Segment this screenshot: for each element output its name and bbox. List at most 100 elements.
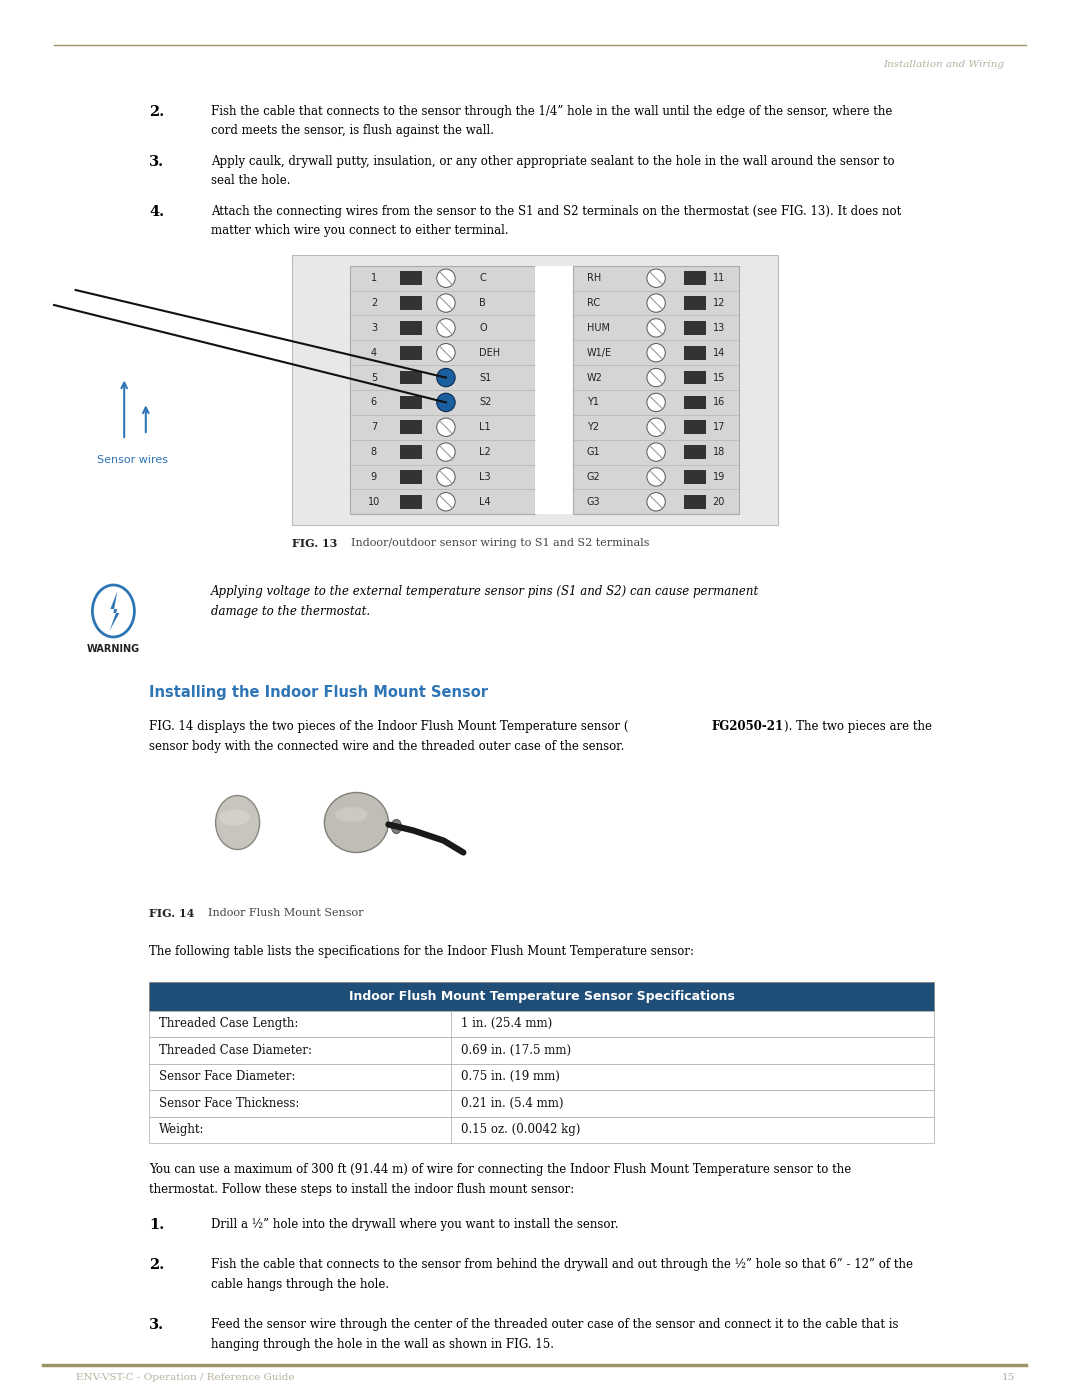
Text: thermostat. Follow these steps to install the indoor flush mount sensor:: thermostat. Follow these steps to instal… [149, 1183, 575, 1196]
Circle shape [647, 369, 665, 387]
Text: 3.: 3. [149, 1317, 164, 1331]
Bar [573, 265, 739, 514]
Text: Y2: Y2 [586, 422, 598, 432]
Circle shape [647, 418, 665, 436]
Bar [400, 321, 422, 335]
Text: 5: 5 [370, 373, 377, 383]
Text: RC: RC [586, 298, 599, 309]
Circle shape [647, 270, 665, 288]
Text: Threaded Case Length:: Threaded Case Length: [159, 1017, 298, 1030]
Text: matter which wire you connect to either terminal.: matter which wire you connect to either … [211, 224, 509, 237]
Circle shape [436, 493, 455, 511]
Ellipse shape [216, 795, 259, 849]
Text: O: O [480, 323, 487, 332]
Text: 15: 15 [713, 373, 725, 383]
Text: 3.: 3. [149, 155, 164, 169]
Text: ). The two pieces are the: ). The two pieces are the [784, 719, 932, 733]
Text: HUM: HUM [586, 323, 610, 332]
Text: 2.: 2. [149, 1259, 164, 1273]
Ellipse shape [336, 807, 367, 821]
Circle shape [647, 319, 665, 337]
Text: 0.15 oz. (0.0042 kg): 0.15 oz. (0.0042 kg) [461, 1123, 581, 1136]
Bar [685, 346, 706, 359]
Bar [535, 265, 573, 514]
Text: 0.75 in. (19 mm): 0.75 in. (19 mm) [461, 1070, 561, 1083]
Text: L1: L1 [480, 422, 490, 432]
Bar [685, 271, 706, 285]
Text: 8: 8 [370, 447, 377, 457]
Bar [685, 471, 706, 483]
Text: 20: 20 [713, 497, 725, 507]
Text: L3: L3 [480, 472, 490, 482]
Text: 6: 6 [370, 397, 377, 408]
Text: 14: 14 [713, 348, 725, 358]
Text: 18: 18 [713, 447, 725, 457]
Text: ENV-VST-C - Operation / Reference Guide: ENV-VST-C - Operation / Reference Guide [76, 1372, 294, 1382]
Circle shape [436, 443, 455, 461]
Bar [292, 256, 778, 525]
Circle shape [647, 393, 665, 412]
Text: seal the hole.: seal the hole. [211, 175, 291, 187]
Circle shape [436, 468, 455, 486]
Bar [400, 471, 422, 483]
Text: Fish the cable that connects to the sensor from behind the drywall and out throu: Fish the cable that connects to the sens… [211, 1259, 913, 1271]
Text: damage to the thermostat.: damage to the thermostat. [211, 605, 369, 617]
Text: S2: S2 [480, 397, 491, 408]
Bar [400, 296, 422, 310]
Text: Indoor Flush Mount Sensor: Indoor Flush Mount Sensor [201, 908, 364, 918]
Circle shape [436, 293, 455, 313]
Text: Indoor/outdoor sensor wiring to S1 and S2 terminals: Indoor/outdoor sensor wiring to S1 and S… [343, 538, 649, 548]
Bar [685, 370, 706, 384]
Bar [400, 370, 422, 384]
Text: S1: S1 [480, 373, 491, 383]
Text: 1.: 1. [149, 1218, 164, 1232]
Text: DEH: DEH [480, 348, 500, 358]
Ellipse shape [219, 809, 249, 826]
Bar [149, 1090, 934, 1116]
Text: 10: 10 [368, 497, 380, 507]
Text: WARNING: WARNING [86, 644, 140, 654]
Text: 4: 4 [370, 348, 377, 358]
Text: sensor body with the connected wire and the threaded outer case of the sensor.: sensor body with the connected wire and … [149, 740, 624, 753]
Text: L2: L2 [480, 447, 491, 457]
Text: 0.21 in. (5.4 mm): 0.21 in. (5.4 mm) [461, 1097, 564, 1109]
Text: FIG. 13: FIG. 13 [292, 538, 337, 549]
Text: FIG. 14 displays the two pieces of the Indoor Flush Mount Temperature sensor (: FIG. 14 displays the two pieces of the I… [149, 719, 629, 733]
Text: L4: L4 [480, 497, 490, 507]
Text: Feed the sensor wire through the center of the threaded outer case of the sensor: Feed the sensor wire through the center … [211, 1317, 899, 1331]
Circle shape [647, 493, 665, 511]
Text: 9: 9 [370, 472, 377, 482]
Text: G3: G3 [586, 497, 600, 507]
Bar [685, 296, 706, 310]
Circle shape [436, 344, 455, 362]
Text: 0.69 in. (17.5 mm): 0.69 in. (17.5 mm) [461, 1044, 571, 1056]
Text: G1: G1 [586, 447, 600, 457]
Text: Fish the cable that connects to the sensor through the 1/4” hole in the wall unt: Fish the cable that connects to the sens… [211, 105, 892, 117]
Bar [685, 420, 706, 434]
Text: Apply caulk, drywall putty, insulation, or any other appropriate sealant to the : Apply caulk, drywall putty, insulation, … [211, 155, 894, 168]
Circle shape [436, 393, 455, 412]
Text: 4.: 4. [149, 205, 164, 219]
Bar [400, 495, 422, 509]
Circle shape [647, 443, 665, 461]
Bar [400, 446, 422, 460]
Text: cord meets the sensor, is flush against the wall.: cord meets the sensor, is flush against … [211, 124, 494, 137]
Text: You can use a maximum of 300 ft (91.44 m) of wire for connecting the Indoor Flus: You can use a maximum of 300 ft (91.44 m… [149, 1162, 851, 1176]
Circle shape [647, 468, 665, 486]
Text: Indoor Flush Mount Temperature Sensor Specifications: Indoor Flush Mount Temperature Sensor Sp… [349, 989, 734, 1003]
Text: hanging through the hole in the wall as shown in FIG. 15.: hanging through the hole in the wall as … [211, 1338, 554, 1351]
Circle shape [436, 319, 455, 337]
Bar [400, 395, 422, 409]
Text: 17: 17 [713, 422, 725, 432]
Text: cable hangs through the hole.: cable hangs through the hole. [211, 1278, 389, 1291]
Text: G2: G2 [586, 472, 600, 482]
Text: B: B [480, 298, 486, 309]
Ellipse shape [324, 792, 389, 852]
Text: 1: 1 [370, 274, 377, 284]
Text: 1 in. (25.4 mm): 1 in. (25.4 mm) [461, 1017, 553, 1030]
Text: Installation and Wiring: Installation and Wiring [883, 60, 1004, 68]
Text: Installing the Indoor Flush Mount Sensor: Installing the Indoor Flush Mount Sensor [149, 685, 488, 700]
Bar [149, 1010, 934, 1037]
Text: 11: 11 [713, 274, 725, 284]
Bar [400, 420, 422, 434]
